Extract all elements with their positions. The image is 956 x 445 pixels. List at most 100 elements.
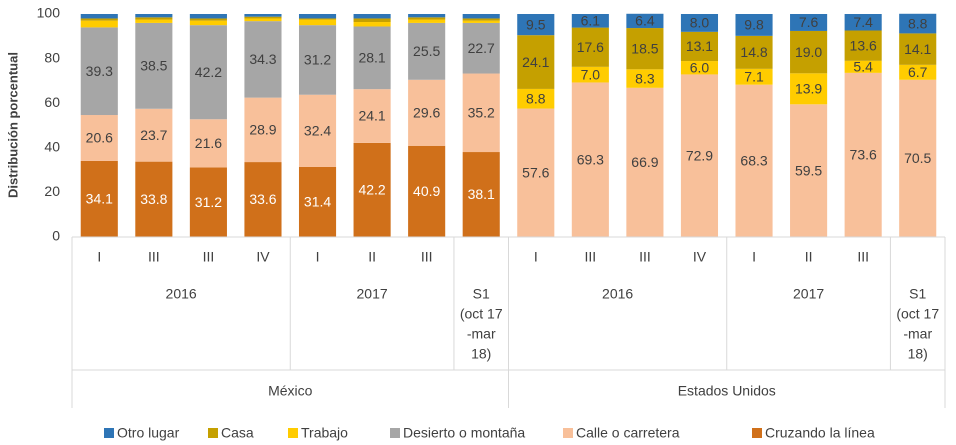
bar-segment xyxy=(189,20,227,26)
bar-segment xyxy=(408,145,446,237)
bar-segment xyxy=(353,18,391,23)
legend-swatch xyxy=(752,428,762,438)
x-tick-label: II xyxy=(805,249,813,265)
data-label: 28.1 xyxy=(358,50,385,66)
group-label: -mar xyxy=(903,326,932,342)
x-tick-label: I xyxy=(316,249,320,265)
bar-segment xyxy=(735,14,773,36)
data-label: 18.5 xyxy=(631,40,658,56)
x-tick-label: III xyxy=(421,249,433,265)
legend-swatch xyxy=(390,428,400,438)
bar-segment xyxy=(80,18,118,21)
bar-segment xyxy=(680,14,719,32)
bar-segment xyxy=(517,14,555,36)
bar-segment xyxy=(462,18,500,21)
bar-segment xyxy=(517,35,555,89)
bar-segment xyxy=(353,89,391,143)
bar-segment xyxy=(353,26,391,90)
data-label: 42.2 xyxy=(358,182,385,198)
bar-segment xyxy=(680,74,719,237)
data-label: 33.8 xyxy=(140,191,167,207)
bar-segment xyxy=(80,115,118,161)
bar-segment xyxy=(298,94,337,167)
bar-segment xyxy=(844,14,882,31)
bar-segment xyxy=(462,152,500,237)
bar-segment xyxy=(189,167,227,237)
bar-segment xyxy=(899,33,937,65)
y-tick-label: 40 xyxy=(44,139,60,155)
bar-segment xyxy=(408,22,446,80)
data-label: 59.5 xyxy=(795,162,822,178)
data-label: 40.9 xyxy=(413,183,440,199)
data-label: 13.9 xyxy=(795,81,822,97)
data-label: 31.4 xyxy=(304,194,331,210)
bar-segment xyxy=(517,108,555,237)
data-label: 9.5 xyxy=(526,16,546,32)
bar-segment xyxy=(790,30,828,74)
x-tick-label: IV xyxy=(256,249,270,265)
data-label: 5.4 xyxy=(853,59,873,75)
data-label: 70.5 xyxy=(904,150,931,166)
legend-swatch xyxy=(208,428,218,438)
bar-segment xyxy=(135,108,173,162)
x-tick-label: I xyxy=(534,249,538,265)
legend-swatch xyxy=(104,428,114,438)
bar-segment xyxy=(80,160,118,237)
data-label: 13.1 xyxy=(686,38,713,54)
legend-label: Calle o carretera xyxy=(576,425,680,441)
bar-segment xyxy=(571,66,609,83)
bar-segment xyxy=(298,18,337,20)
bar-segment xyxy=(408,17,446,20)
group-label: 2016 xyxy=(602,286,633,302)
y-tick-label: 0 xyxy=(52,228,60,244)
bar-segment xyxy=(735,84,773,237)
data-label: 34.3 xyxy=(249,51,276,67)
bar-segment xyxy=(298,25,337,95)
legend-label: Trabajo xyxy=(301,425,348,441)
data-label: 73.6 xyxy=(850,147,877,163)
data-label: 22.7 xyxy=(468,40,495,56)
data-label: 8.8 xyxy=(908,15,928,31)
bar-segment xyxy=(189,14,227,19)
data-label: 7.1 xyxy=(744,68,764,84)
group-label: S1 xyxy=(473,286,490,302)
data-label: 23.7 xyxy=(140,127,167,143)
x-tick-label: I xyxy=(97,249,101,265)
bar-segment xyxy=(298,14,337,19)
bar-segment xyxy=(899,64,937,80)
bar-segment xyxy=(408,19,446,23)
bar-segment xyxy=(626,28,664,70)
legend-label: Desierto o montaña xyxy=(403,425,525,441)
bar-segment xyxy=(680,61,719,75)
x-tick-label: III xyxy=(857,249,869,265)
data-label: 34.1 xyxy=(86,191,113,207)
bar-segment xyxy=(80,20,118,28)
data-label: 6.4 xyxy=(635,13,655,29)
data-label: 31.2 xyxy=(195,194,222,210)
data-label: 24.1 xyxy=(522,54,549,70)
bar-segment xyxy=(844,30,882,61)
data-label: 72.9 xyxy=(686,147,713,163)
data-label: 8.3 xyxy=(635,70,655,86)
group-label: 18) xyxy=(471,346,491,362)
data-label: 14.8 xyxy=(740,44,767,60)
data-label: 7.4 xyxy=(853,14,873,30)
bar-segment xyxy=(462,14,500,19)
country-label: Estados Unidos xyxy=(678,383,776,399)
bar-segment xyxy=(517,88,555,109)
legend-label: Cruzando la línea xyxy=(765,425,875,441)
bar-segment xyxy=(899,79,937,237)
group-label: -mar xyxy=(467,326,496,342)
y-tick-label: 20 xyxy=(44,183,60,199)
bar-segment xyxy=(135,161,173,237)
data-label: 13.6 xyxy=(850,37,877,53)
bar-segment xyxy=(189,18,227,21)
bar-segment xyxy=(80,14,118,19)
data-label: 33.6 xyxy=(249,191,276,207)
data-label: 38.1 xyxy=(468,186,495,202)
bar-segment xyxy=(735,35,773,69)
bar-segment xyxy=(135,17,173,20)
bar-segment xyxy=(408,14,446,18)
data-label: 19.0 xyxy=(795,44,822,60)
